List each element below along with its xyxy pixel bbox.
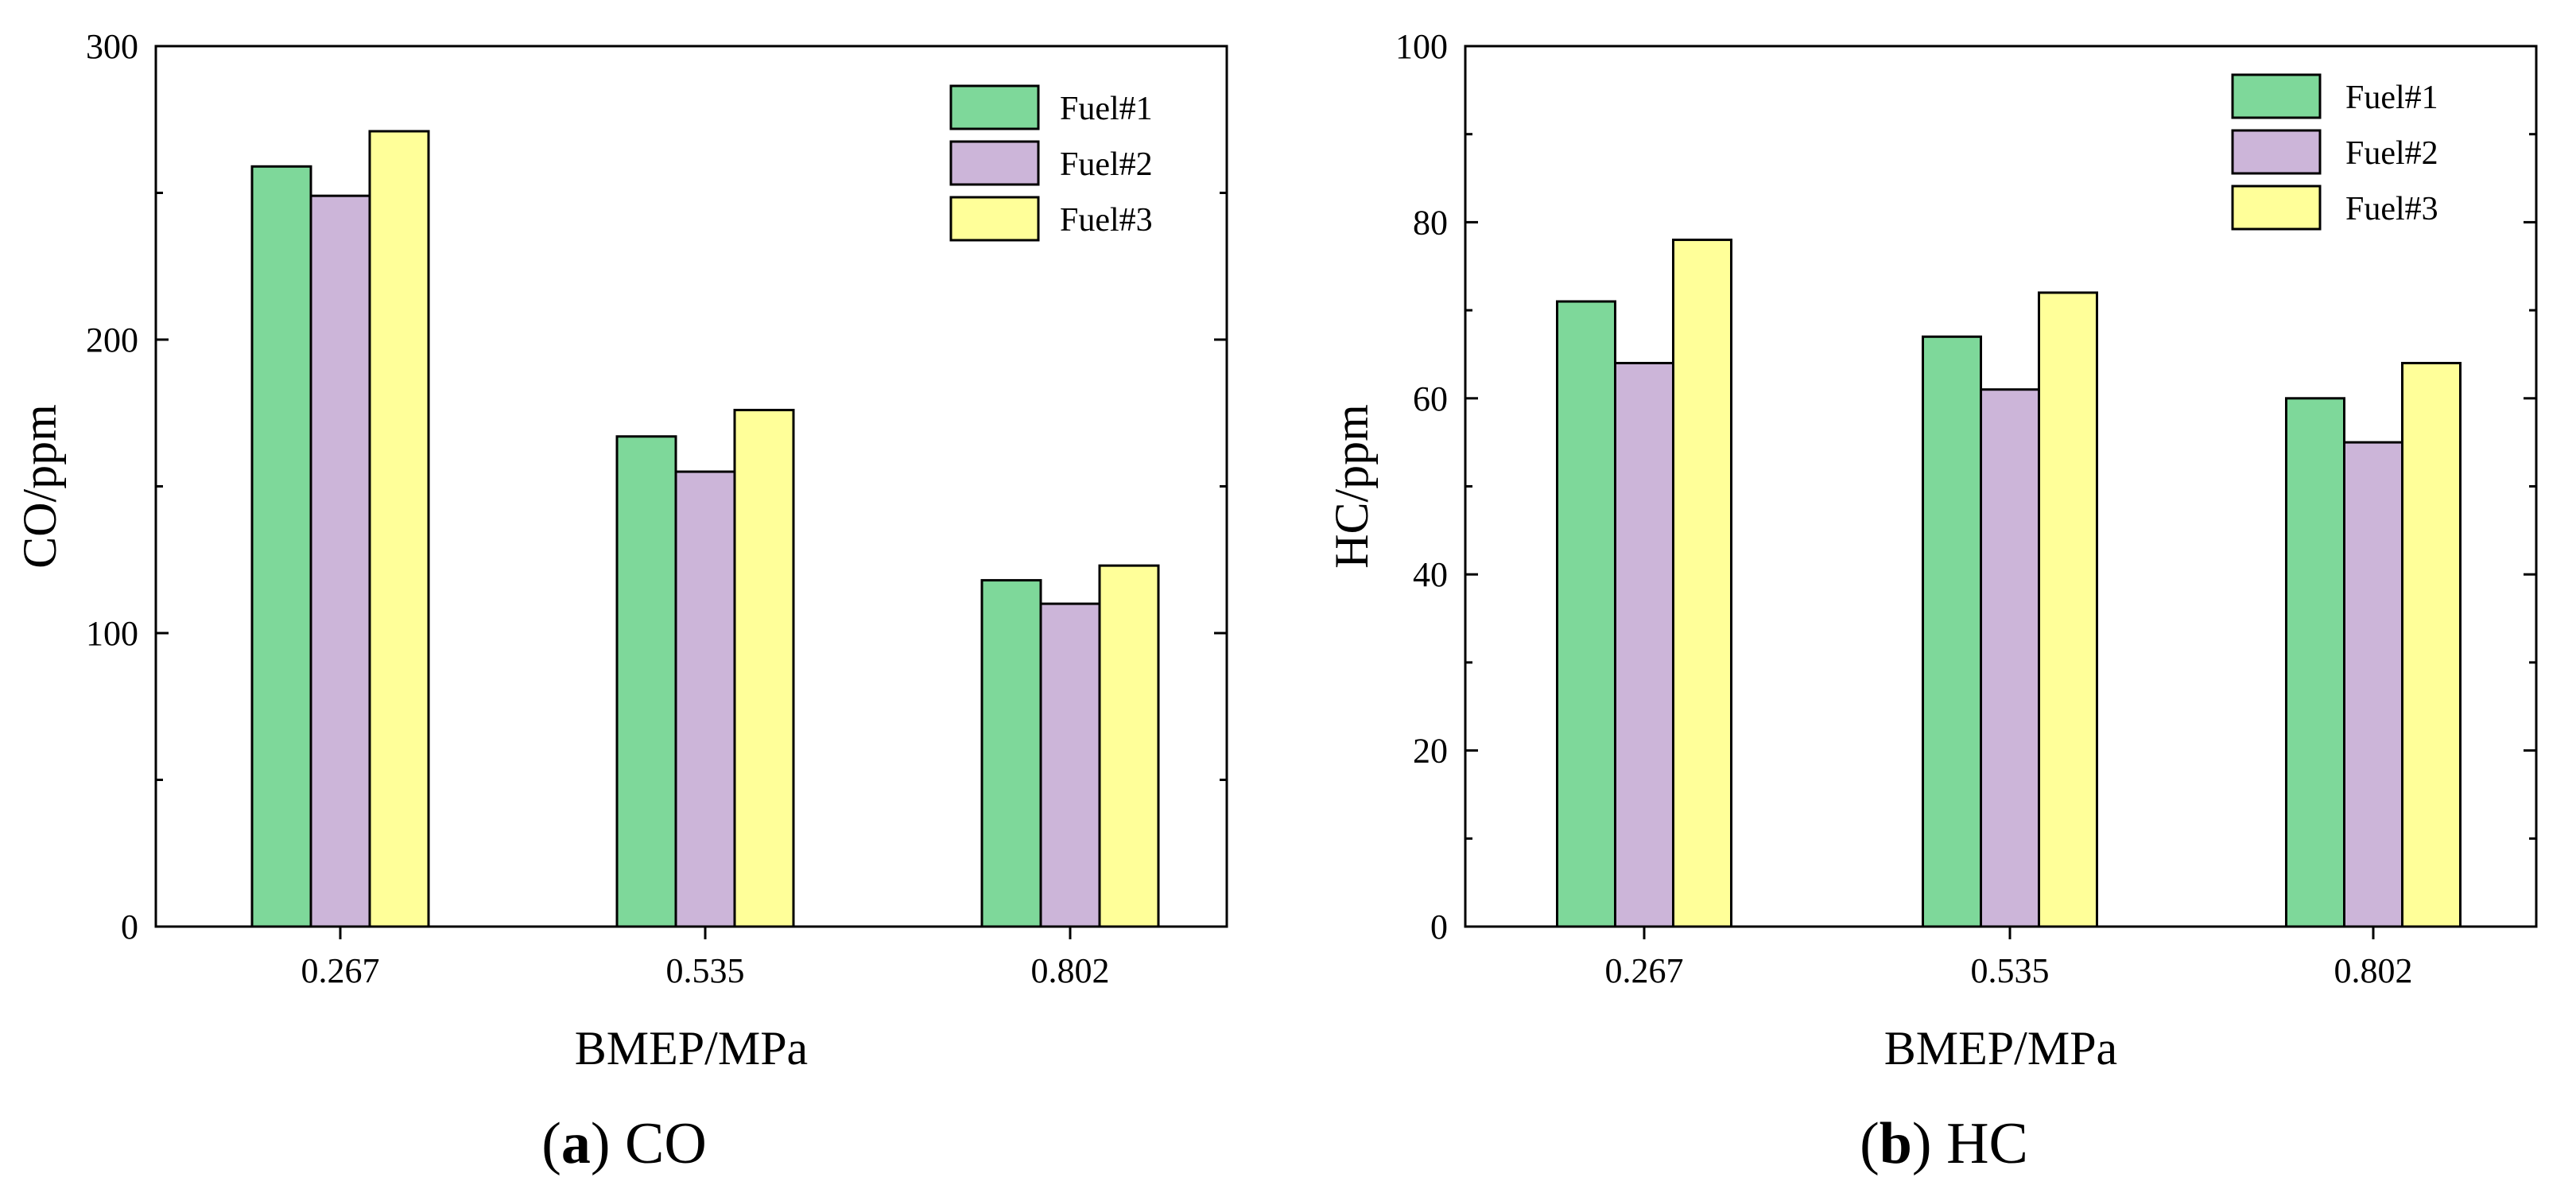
legend-label-Fuel1: Fuel#1 bbox=[1060, 91, 1153, 127]
panel-caption: (b) HC bbox=[1860, 1111, 2028, 1176]
x-axis-label: BMEP/MPa bbox=[1884, 1022, 2117, 1075]
bar-Fuel3-0.802 bbox=[2401, 362, 2462, 928]
legend-label-Fuel3: Fuel#3 bbox=[2345, 191, 2438, 227]
legend-swatch-Fuel2 bbox=[949, 140, 1040, 186]
legend-swatch-Fuel1 bbox=[2231, 73, 2322, 119]
bar-Fuel3-0.267 bbox=[368, 130, 430, 928]
x-tick-label: 0.535 bbox=[1971, 951, 2050, 990]
legend-label-Fuel1: Fuel#1 bbox=[2345, 80, 2438, 116]
chart-panel-a: 0 100 200 300 0.267 0.535 0.802 BMEP/MPa CO/ppm F… bbox=[14, 27, 1228, 1176]
y-tick-label: 0 bbox=[121, 907, 138, 946]
y-axis-label: HC/ppm bbox=[1325, 404, 1378, 569]
bar-Fuel1-0.535 bbox=[1922, 335, 1982, 928]
legend: Fuel#1 Fuel#2 Fuel#3 bbox=[2231, 73, 2438, 231]
bar-Fuel2-0.802 bbox=[2343, 441, 2403, 928]
y-tick-label: 80 bbox=[1413, 203, 1448, 242]
x-tick-label: 0.802 bbox=[2334, 951, 2413, 990]
caption-letter: a bbox=[561, 1111, 591, 1176]
legend-label-Fuel2: Fuel#2 bbox=[1060, 146, 1153, 183]
x-tick-label: 0.535 bbox=[666, 951, 745, 990]
bar-Fuel3-0.802 bbox=[1098, 564, 1160, 928]
x-axis-label: BMEP/MPa bbox=[575, 1022, 808, 1075]
bar-Fuel1-0.535 bbox=[615, 435, 677, 928]
bar-Fuel1-0.267 bbox=[250, 165, 312, 928]
bar-Fuel2-0.802 bbox=[1039, 602, 1101, 928]
bar-Fuel2-0.267 bbox=[309, 194, 371, 928]
y-tick-label: 40 bbox=[1413, 555, 1448, 594]
x-tick-label: 0.267 bbox=[1605, 951, 1684, 990]
legend-swatch-Fuel1 bbox=[949, 84, 1040, 130]
x-tick-label: 0.802 bbox=[1031, 951, 1110, 990]
legend-swatch-Fuel2 bbox=[2231, 129, 2322, 175]
y-tick-label: 100 bbox=[1395, 27, 1448, 66]
x-tick-label: 0.267 bbox=[301, 951, 380, 990]
chart-panel-b: 0 20 40 60 80 100 0.267 0.535 0.802 BMEP/MPa HC/pp… bbox=[1325, 27, 2538, 1176]
y-tick-label: 0 bbox=[1430, 907, 1448, 946]
panel-caption: (a) CO bbox=[541, 1111, 707, 1176]
bar-Fuel1-0.802 bbox=[2285, 397, 2345, 928]
bar-Fuel2-0.535 bbox=[1980, 388, 2040, 928]
bar-Fuel3-0.535 bbox=[2038, 291, 2098, 928]
y-tick-label: 100 bbox=[86, 614, 138, 653]
legend-label-Fuel2: Fuel#2 bbox=[2345, 135, 2438, 172]
y-tick-label: 300 bbox=[86, 27, 138, 66]
legend-label-Fuel3: Fuel#3 bbox=[1060, 202, 1153, 239]
legend-swatch-Fuel3 bbox=[949, 196, 1040, 242]
bar-Fuel2-0.535 bbox=[674, 470, 736, 928]
bar-Fuel1-0.802 bbox=[980, 579, 1042, 928]
bar-Fuel3-0.535 bbox=[733, 409, 795, 928]
caption-letter: b bbox=[1880, 1111, 1912, 1176]
y-tick-label: 200 bbox=[86, 321, 138, 359]
y-tick-label: 60 bbox=[1413, 379, 1448, 418]
y-axis-label: CO/ppm bbox=[14, 404, 66, 569]
legend-swatch-Fuel3 bbox=[2231, 185, 2322, 231]
y-tick-label: 20 bbox=[1413, 732, 1448, 771]
bar-Fuel1-0.267 bbox=[1556, 300, 1616, 928]
bar-Fuel3-0.267 bbox=[1672, 239, 1732, 928]
bar-Fuel2-0.267 bbox=[1614, 362, 1674, 928]
legend: Fuel#1 Fuel#2 Fuel#3 bbox=[949, 84, 1153, 242]
